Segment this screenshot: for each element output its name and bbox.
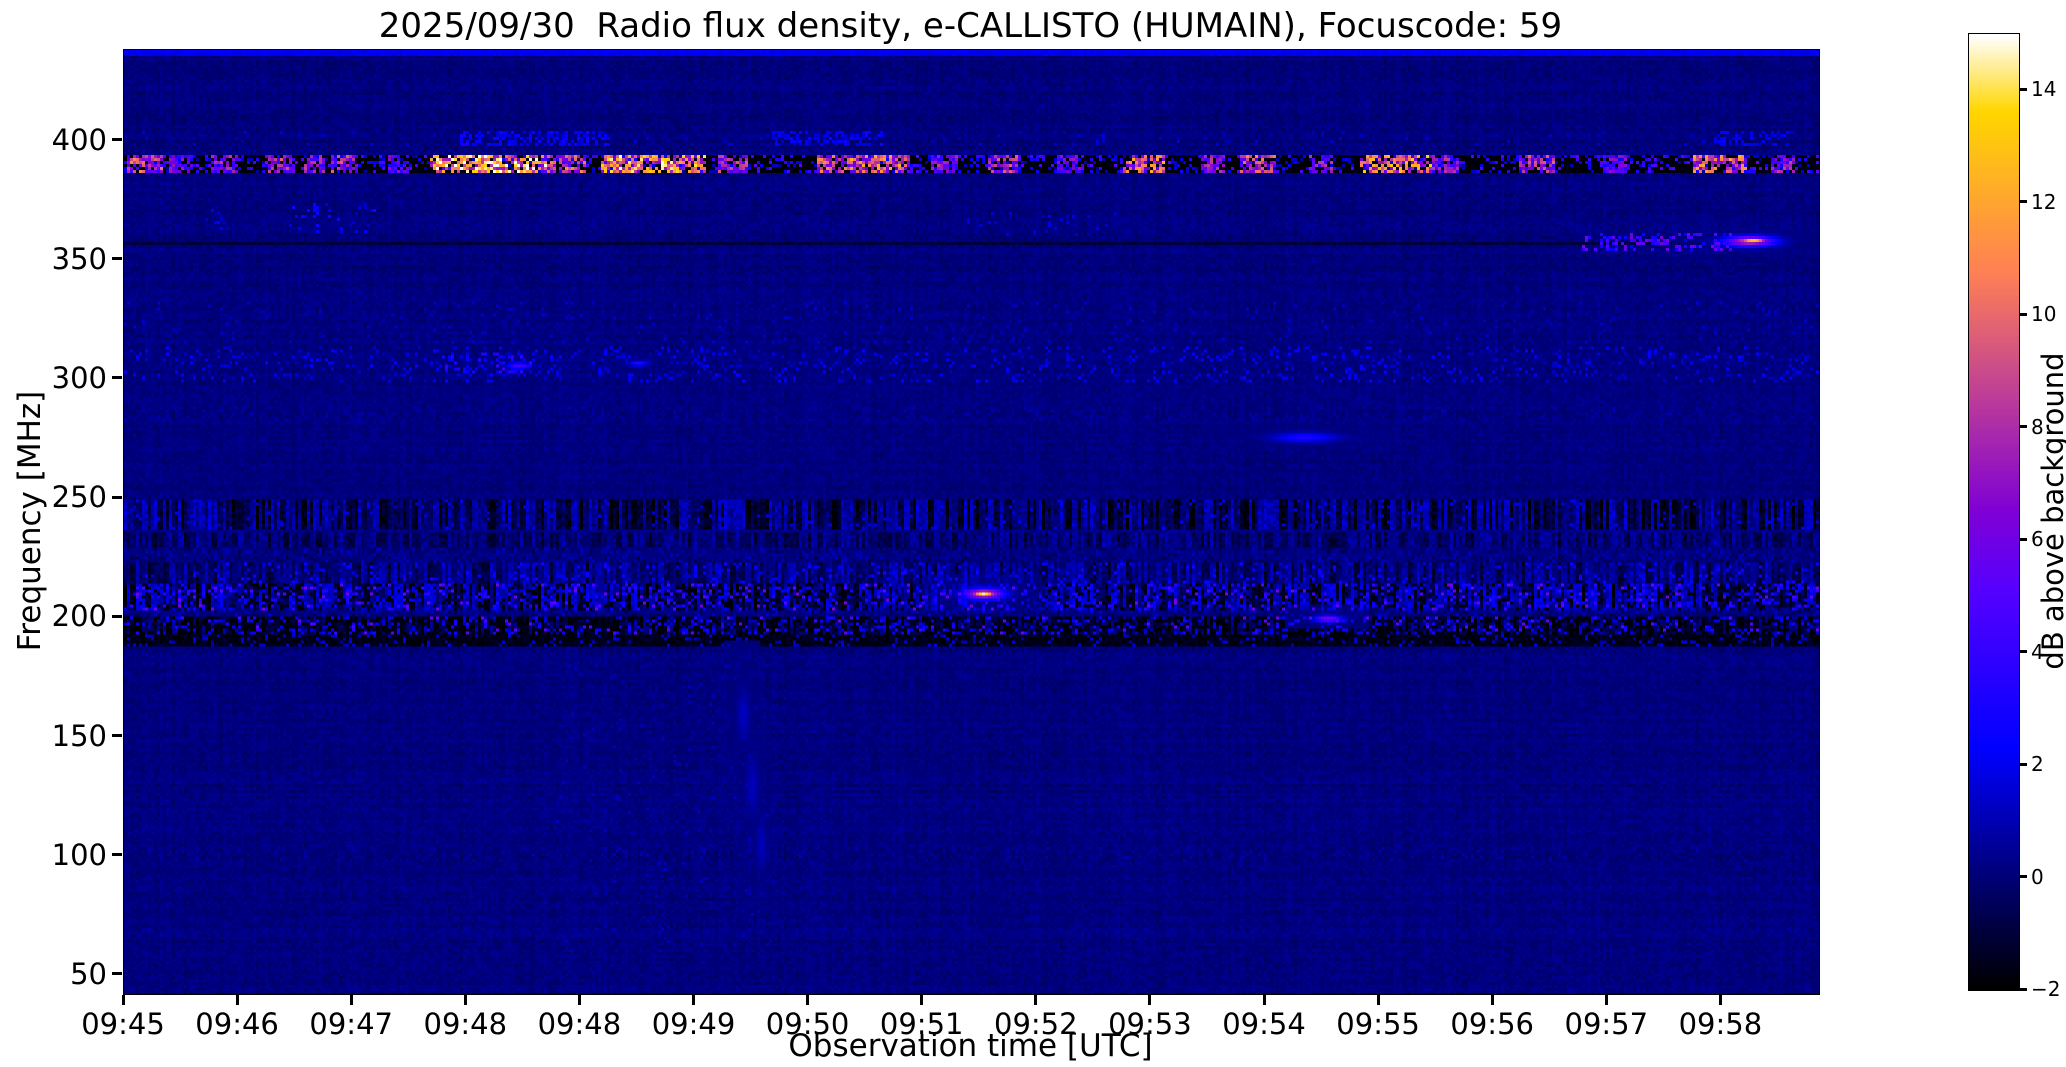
colorbar-tick-label: 12 [2031, 189, 2057, 214]
x-tick-label: 09:58 [1678, 1007, 1763, 1041]
colorbar [1968, 33, 2020, 991]
colorbar-label: dB above background [2036, 352, 2066, 670]
plot-area [123, 49, 1820, 995]
y-tick-mark [112, 495, 122, 499]
x-axis-label: Observation time [UTC] [788, 1028, 1153, 1064]
x-tick-mark [806, 995, 810, 1005]
y-tick-mark [112, 376, 122, 380]
x-tick-mark [1604, 995, 1608, 1005]
colorbar-tick-mark [2020, 875, 2027, 879]
x-tick-mark [1262, 995, 1266, 1005]
x-tick-label: 09:51 [879, 1007, 964, 1041]
y-tick-mark [112, 853, 122, 857]
y-tick-label: 150 [51, 718, 107, 753]
y-tick-label: 250 [51, 480, 107, 515]
colorbar-tick-mark [2020, 762, 2027, 766]
colorbar-tick-label: 4 [2031, 639, 2044, 664]
colorbar-tick-mark [2020, 200, 2027, 204]
colorbar-tick-label: 0 [2031, 864, 2044, 889]
colorbar-tick-mark [2020, 87, 2027, 91]
y-tick-mark [112, 972, 122, 976]
x-tick-mark [1376, 995, 1380, 1005]
x-tick-label: 09:47 [309, 1007, 393, 1041]
spectrogram-image [124, 50, 1819, 994]
y-tick-label: 50 [70, 956, 107, 991]
x-tick-label: 09:46 [195, 1007, 279, 1041]
y-tick-mark [112, 257, 122, 261]
colorbar-tick-mark [2020, 650, 2027, 654]
x-tick-label: 09:53 [1108, 1007, 1192, 1041]
colorbar-tick-label: 6 [2031, 527, 2044, 552]
x-tick-mark [692, 995, 695, 1005]
x-tick-label: 09:56 [1450, 1007, 1534, 1041]
y-tick-label: 350 [51, 241, 107, 276]
x-tick-mark [463, 995, 467, 1005]
y-tick-mark [112, 734, 122, 738]
y-tick-label: 400 [51, 122, 107, 157]
x-tick-mark [349, 995, 353, 1005]
x-tick-label: 09:52 [994, 1007, 1078, 1041]
x-tick-mark [1718, 995, 1722, 1005]
colorbar-tick-mark [2020, 425, 2027, 429]
x-tick-label: 09:55 [1336, 1007, 1420, 1041]
x-tick-label: 09:57 [1564, 1007, 1649, 1041]
x-tick-label: 09:48 [537, 1007, 622, 1041]
colorbar-gradient [1969, 34, 2019, 990]
colorbar-tick-label: 10 [2031, 302, 2057, 327]
colorbar-tick-label: 2 [2031, 752, 2044, 777]
x-tick-label: 09:49 [651, 1007, 736, 1041]
colorbar-tick-mark [2020, 987, 2027, 991]
x-tick-label: 09:50 [765, 1007, 850, 1041]
x-tick-label: 09:54 [1222, 1007, 1306, 1041]
x-tick-mark [235, 995, 239, 1005]
x-tick-mark [121, 995, 125, 1005]
x-tick-mark [577, 995, 581, 1005]
x-tick-mark [1490, 995, 1494, 1005]
colorbar-tick-label: 14 [2031, 77, 2057, 102]
chart-title: 2025/09/30 Radio flux density, e-CALLIST… [378, 6, 1563, 46]
colorbar-tick-mark [2020, 537, 2027, 541]
x-tick-label: 09:45 [81, 1007, 165, 1041]
colorbar-tick-label: 8 [2031, 414, 2044, 439]
x-tick-mark [1148, 995, 1152, 1005]
x-tick-mark [920, 995, 924, 1005]
x-tick-mark [1034, 995, 1038, 1005]
y-tick-label: 300 [51, 360, 107, 395]
y-tick-mark [112, 138, 122, 142]
y-tick-label: 200 [51, 599, 107, 634]
colorbar-tick-mark [2020, 312, 2027, 316]
y-tick-mark [112, 614, 122, 618]
y-tick-label: 100 [51, 837, 107, 872]
colorbar-tick-label: −2 [2031, 977, 2061, 1001]
x-tick-label: 09:48 [423, 1007, 508, 1041]
